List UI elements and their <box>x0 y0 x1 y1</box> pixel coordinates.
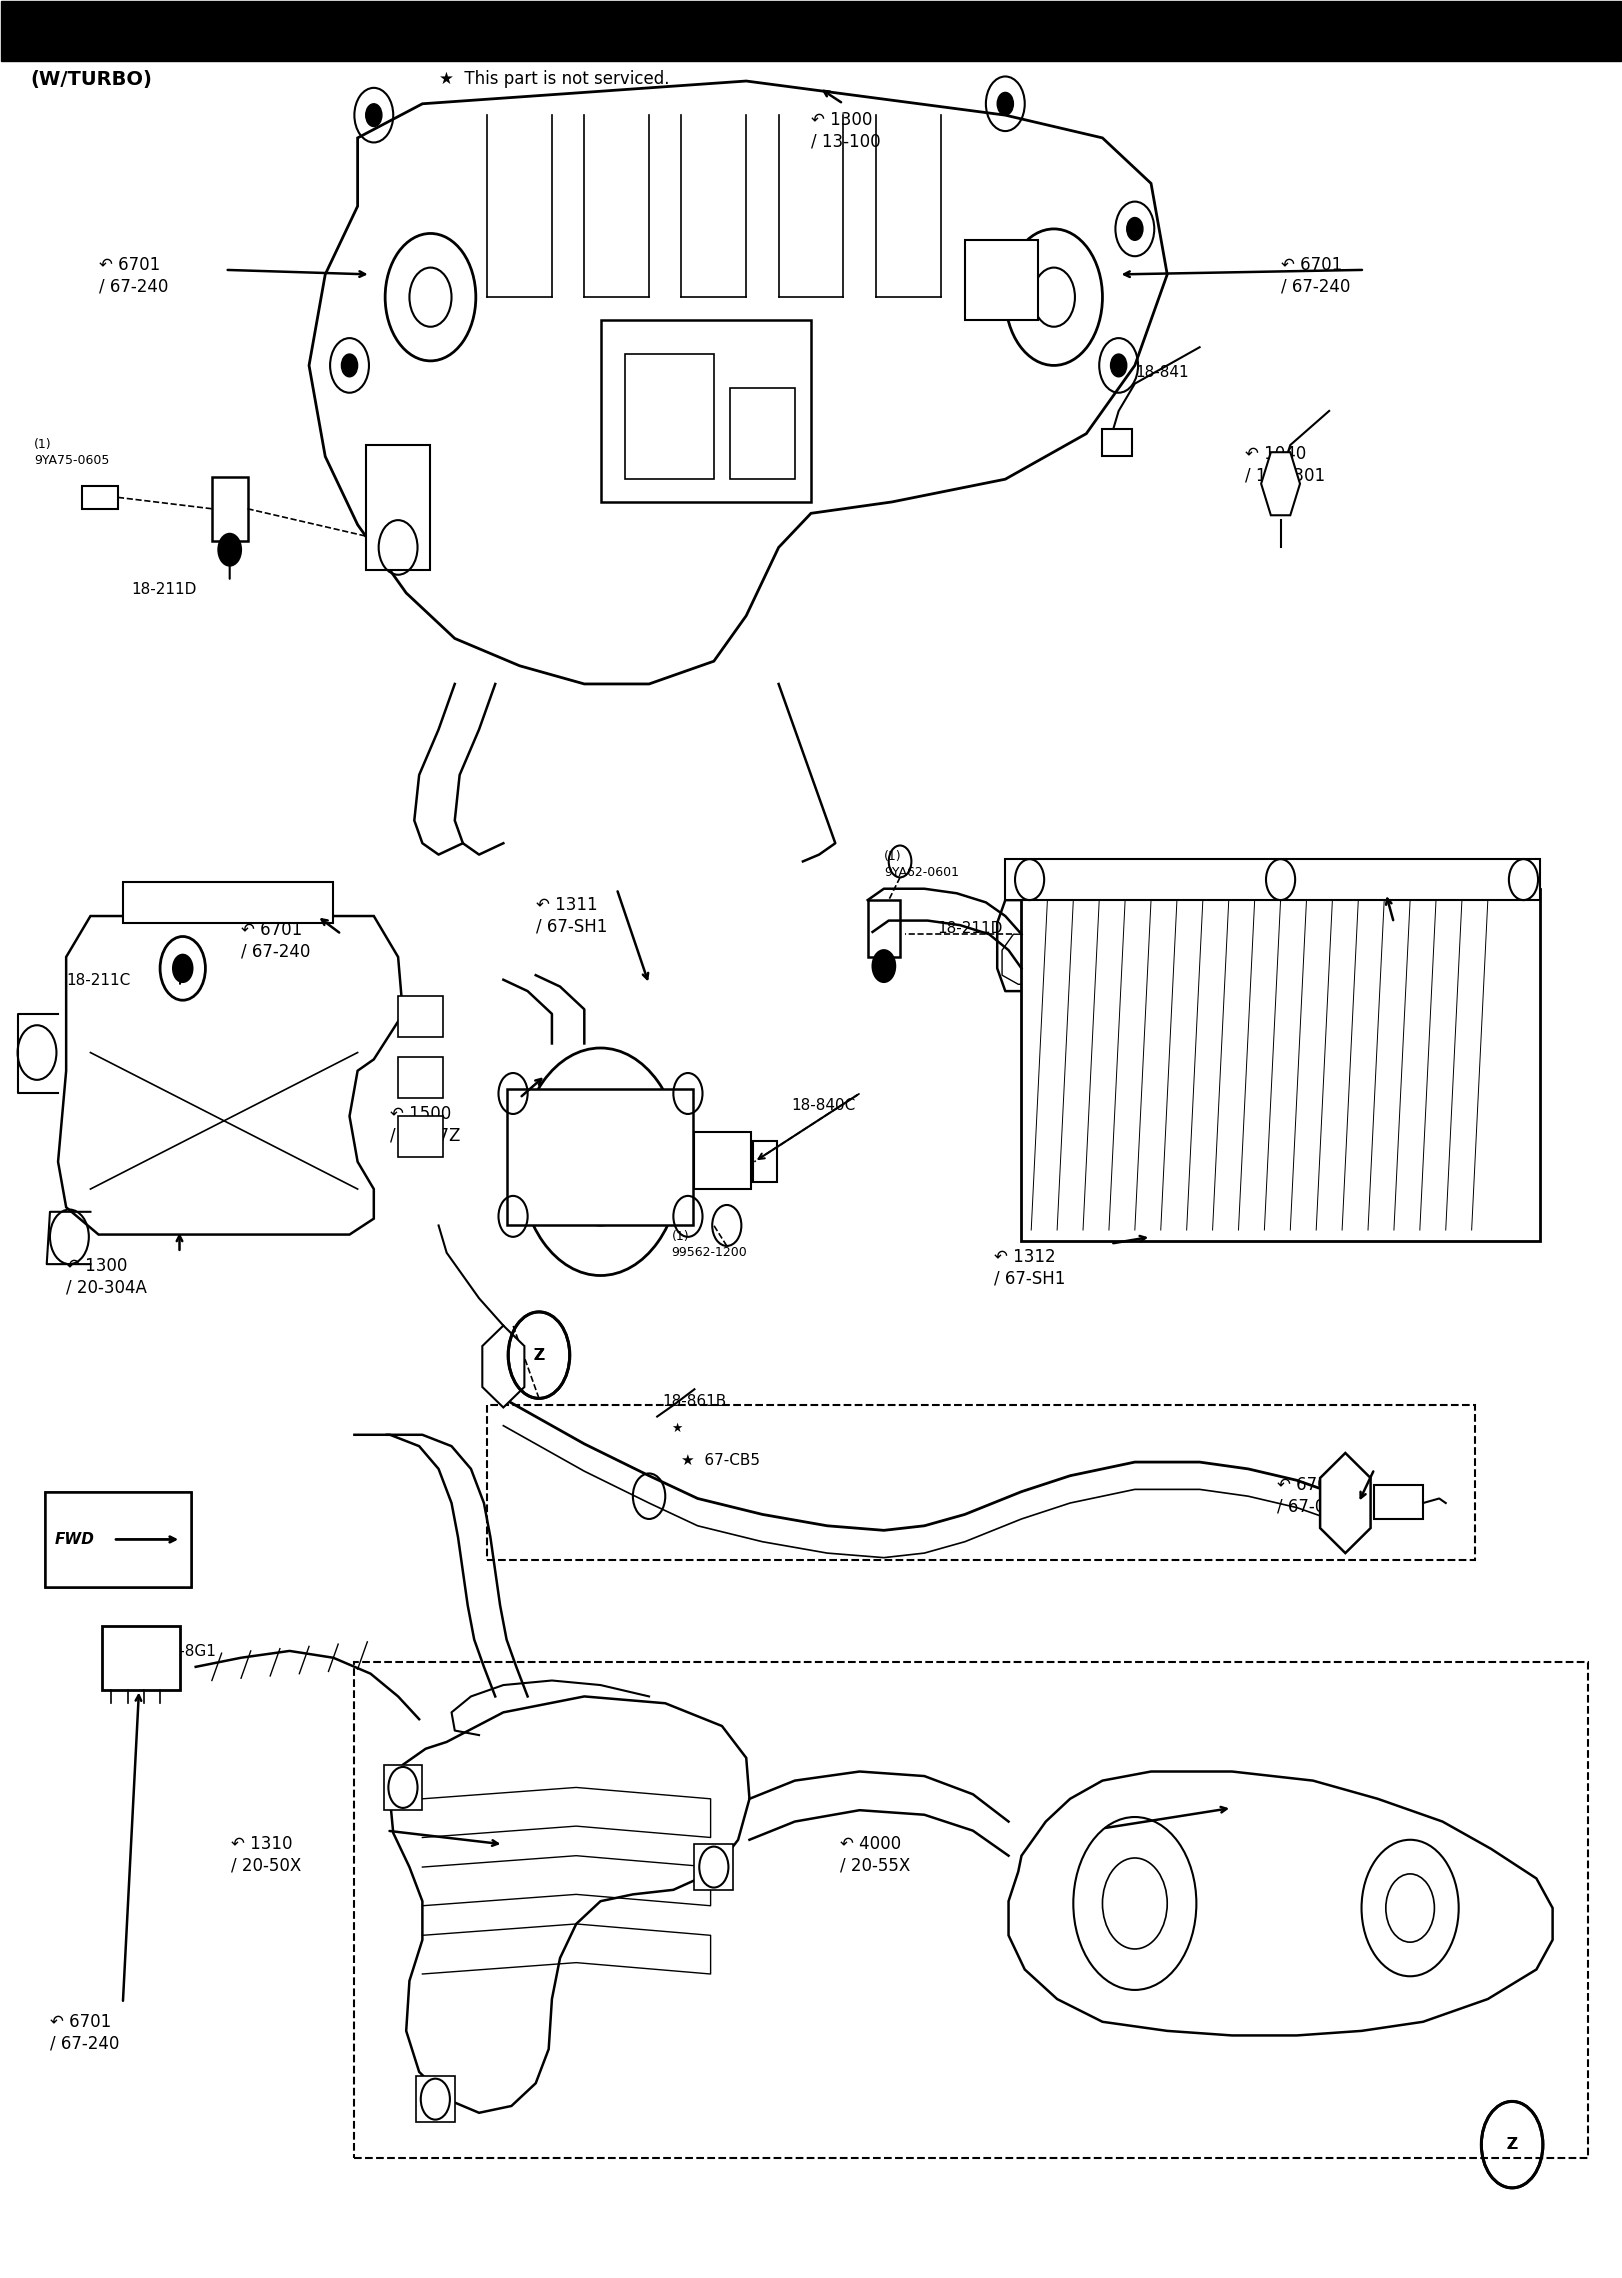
Text: Z: Z <box>534 1349 545 1362</box>
Text: FWD: FWD <box>55 1531 94 1547</box>
Bar <box>1022 888 1539 1242</box>
Text: 18-861B: 18-861B <box>662 1394 727 1408</box>
Bar <box>397 995 443 1036</box>
Bar <box>397 1057 443 1098</box>
Polygon shape <box>482 1326 524 1408</box>
Text: FWD: FWD <box>58 1531 97 1547</box>
FancyBboxPatch shape <box>45 1492 191 1588</box>
Text: ↶ 1500
/ 15-17Z: ↶ 1500 / 15-17Z <box>389 1105 461 1144</box>
Text: Z: Z <box>534 1349 545 1362</box>
Bar <box>383 1765 422 1811</box>
Bar <box>2 2 1620 62</box>
Text: Z: Z <box>1507 2137 1518 2153</box>
Text: ↶ 1311
/ 67-SH1: ↶ 1311 / 67-SH1 <box>535 895 607 934</box>
Bar <box>730 387 795 478</box>
Circle shape <box>174 954 193 982</box>
Text: ↶ 6701
/ 67-240: ↶ 6701 / 67-240 <box>99 255 169 296</box>
Text: (1)
99562-1200: (1) 99562-1200 <box>672 1230 748 1257</box>
Text: (1)
9YA75-0605: (1) 9YA75-0605 <box>34 437 109 467</box>
Text: Z: Z <box>1507 2137 1518 2153</box>
Text: ↶ 6701
/ 67-240: ↶ 6701 / 67-240 <box>50 2014 120 2052</box>
Polygon shape <box>1320 1453 1371 1554</box>
Bar <box>868 900 900 957</box>
Text: ★  67-CB5: ★ 67-CB5 <box>681 1453 761 1467</box>
Text: 18-211D: 18-211D <box>131 581 196 597</box>
Circle shape <box>873 950 895 982</box>
Bar <box>694 1845 733 1891</box>
Bar <box>1374 1485 1422 1519</box>
Bar <box>624 353 714 478</box>
Polygon shape <box>1262 453 1299 515</box>
Bar <box>365 444 430 570</box>
Text: ↶ 6700
/ 67-050: ↶ 6700 / 67-050 <box>1278 1476 1346 1515</box>
Text: 18-8G1: 18-8G1 <box>161 1645 216 1658</box>
Text: ↶ 1040
/ 10-7301: ↶ 1040 / 10-7301 <box>1246 444 1325 485</box>
Text: ↶ 1312
/ 67-SH1: ↶ 1312 / 67-SH1 <box>994 1248 1066 1287</box>
Text: (1)
9YA62-0601: (1) 9YA62-0601 <box>884 850 959 879</box>
Text: 18-211D: 18-211D <box>938 920 1002 936</box>
FancyBboxPatch shape <box>45 1492 191 1588</box>
Bar <box>1103 428 1132 456</box>
Bar <box>123 882 334 923</box>
Text: 18-211C: 18-211C <box>67 973 130 989</box>
Bar <box>1006 859 1539 900</box>
Text: 18-841: 18-841 <box>1135 364 1189 380</box>
Bar <box>354 1663 1588 2157</box>
Text: 18-840C: 18-840C <box>792 1098 856 1114</box>
Bar <box>212 476 248 540</box>
Bar <box>415 2075 454 2121</box>
Text: ↶ 4000
/ 20-55X: ↶ 4000 / 20-55X <box>840 1836 910 1875</box>
Bar <box>753 1141 777 1182</box>
Text: (W/TURBO): (W/TURBO) <box>31 71 152 89</box>
Text: ★  This part is not serviced.: ★ This part is not serviced. <box>438 71 670 87</box>
Circle shape <box>1111 353 1127 376</box>
Bar <box>600 319 811 501</box>
Circle shape <box>341 353 357 376</box>
Bar <box>965 239 1038 319</box>
Text: ↶ 6701
/ 67-240: ↶ 6701 / 67-240 <box>242 920 310 959</box>
Polygon shape <box>58 916 402 1235</box>
Bar <box>83 485 118 508</box>
Text: ↶ 6701
/ 67-240: ↶ 6701 / 67-240 <box>1281 255 1350 296</box>
Text: ↶ 1311
/ 13-560: ↶ 1311 / 13-560 <box>1296 920 1366 959</box>
Polygon shape <box>310 82 1168 683</box>
Circle shape <box>365 105 381 128</box>
Text: ★: ★ <box>672 1421 683 1435</box>
Circle shape <box>219 533 242 565</box>
Text: ↶ 1300
/ 13-100: ↶ 1300 / 13-100 <box>811 112 881 150</box>
Bar <box>397 1116 443 1157</box>
Bar <box>506 1089 693 1226</box>
Text: ↶ 1300
/ 20-304A: ↶ 1300 / 20-304A <box>67 1257 148 1296</box>
Polygon shape <box>1009 1772 1552 2037</box>
Polygon shape <box>389 1697 749 2112</box>
Bar <box>102 1626 180 1690</box>
Circle shape <box>1127 216 1144 239</box>
Text: ↶ 1310
/ 20-50X: ↶ 1310 / 20-50X <box>232 1836 302 1875</box>
Bar <box>694 1132 751 1189</box>
Circle shape <box>998 93 1014 116</box>
